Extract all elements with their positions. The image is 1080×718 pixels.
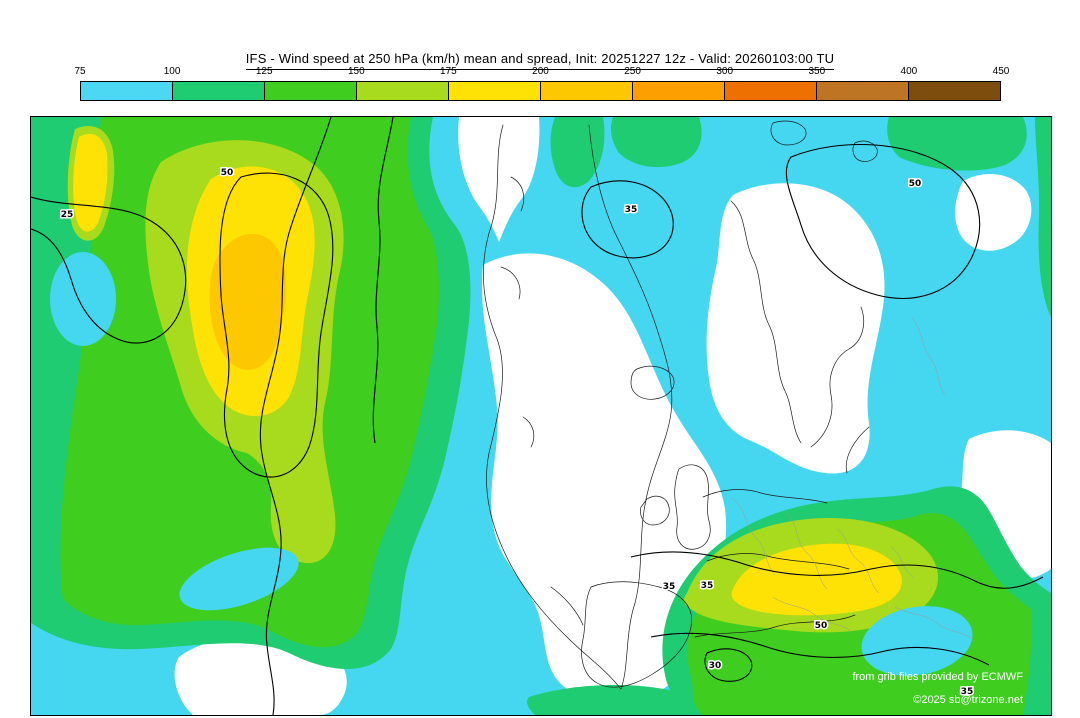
coast-iberia: [581, 581, 693, 688]
contour-label: 35: [961, 687, 974, 697]
contour-label: 50: [909, 179, 922, 189]
colorbar-tick-label: 400: [900, 66, 918, 77]
coast-mediterranean: [694, 614, 856, 638]
credits-copyright: ©2025 sb@trizone.net: [913, 694, 1023, 706]
map-title-text: IFS - Wind speed at 250 hPa (km/h) mean …: [245, 51, 835, 70]
colorbar-tick-labels: 75 100 125 150 175 200 250 300 350 400 450: [74, 66, 1009, 81]
coast-svalbard: [770, 120, 878, 162]
colorbar-tick-label: 150: [347, 66, 365, 77]
colorbar-segment: [725, 82, 817, 100]
colorbar-tick-label: 250: [624, 66, 641, 77]
wind-fill-200-250: [209, 233, 287, 370]
colorbar-tick-label: 125: [255, 66, 273, 77]
coast-iceland: [630, 365, 675, 400]
colorbar-scale: [80, 81, 1001, 101]
colorbar-segment: [449, 82, 541, 100]
coast-baltic: [810, 306, 870, 474]
contour-label: 50: [221, 168, 234, 178]
colorbar-segment: [173, 82, 265, 100]
colorbar-tick-label: 350: [808, 66, 826, 77]
calm-top-notch: [458, 117, 540, 242]
map-svg: 25 50 35 50 35 35 50 30 35 from grib fil…: [31, 117, 1051, 715]
colorbar-segment: [357, 82, 449, 100]
colorbar-segment: [81, 82, 173, 100]
coast-detail: [500, 176, 584, 626]
wind-fill-layer: [31, 117, 1051, 715]
coastline-layer: [483, 120, 878, 690]
contour-label: 35: [663, 582, 676, 592]
colorbar-segment: [265, 82, 357, 100]
coast-biscay: [706, 553, 850, 570]
weather-map: 25 50 35 50 35 35 50 30 35 from grib fil…: [30, 116, 1052, 716]
contour-label: 25: [61, 210, 74, 220]
coast-channel: [702, 489, 828, 504]
colorbar-tick-label: 175: [440, 66, 457, 77]
colorbar-tick-label: 200: [532, 66, 549, 77]
coast-britain: [674, 464, 711, 550]
contour-label: 30: [709, 661, 722, 671]
spread-contour-layer: [31, 117, 1044, 715]
calm-scandinavia: [706, 183, 885, 474]
colorbar: 75 100 125 150 175 200 250 300 350 400 450: [74, 66, 1009, 101]
colorbar-segment: [817, 82, 909, 100]
border-layer: [730, 316, 976, 642]
coast-ireland: [640, 495, 670, 526]
colorbar-tick-label: 300: [716, 66, 734, 77]
contour-label: 35: [625, 205, 638, 215]
colorbar-segment: [633, 82, 725, 100]
colorbar-segment: [909, 82, 1000, 100]
colorbar-tick-label: 100: [163, 66, 181, 77]
calm-topright-pocket: [955, 174, 1032, 251]
calm-regions: [174, 117, 1051, 715]
contour-label: 50: [815, 621, 828, 631]
coast-norway: [730, 200, 802, 444]
contour-labels: 25 50 35 50 35 35 50 30 35: [59, 167, 975, 699]
colorbar-tick-label: 75: [74, 66, 86, 77]
contour-label: 35: [701, 581, 714, 591]
map-credits: from grib files provided by ECMWF ©2025 …: [852, 671, 1023, 706]
colorbar-tick-label: 450: [992, 66, 1010, 77]
cyan-patches: [50, 252, 973, 676]
calm-central: [481, 253, 727, 704]
page-title: IFS - Wind speed at 250 hPa (km/h) mean …: [0, 50, 1080, 70]
credits-source: from grib files provided by ECMWF: [852, 671, 1023, 683]
colorbar-segment: [541, 82, 633, 100]
